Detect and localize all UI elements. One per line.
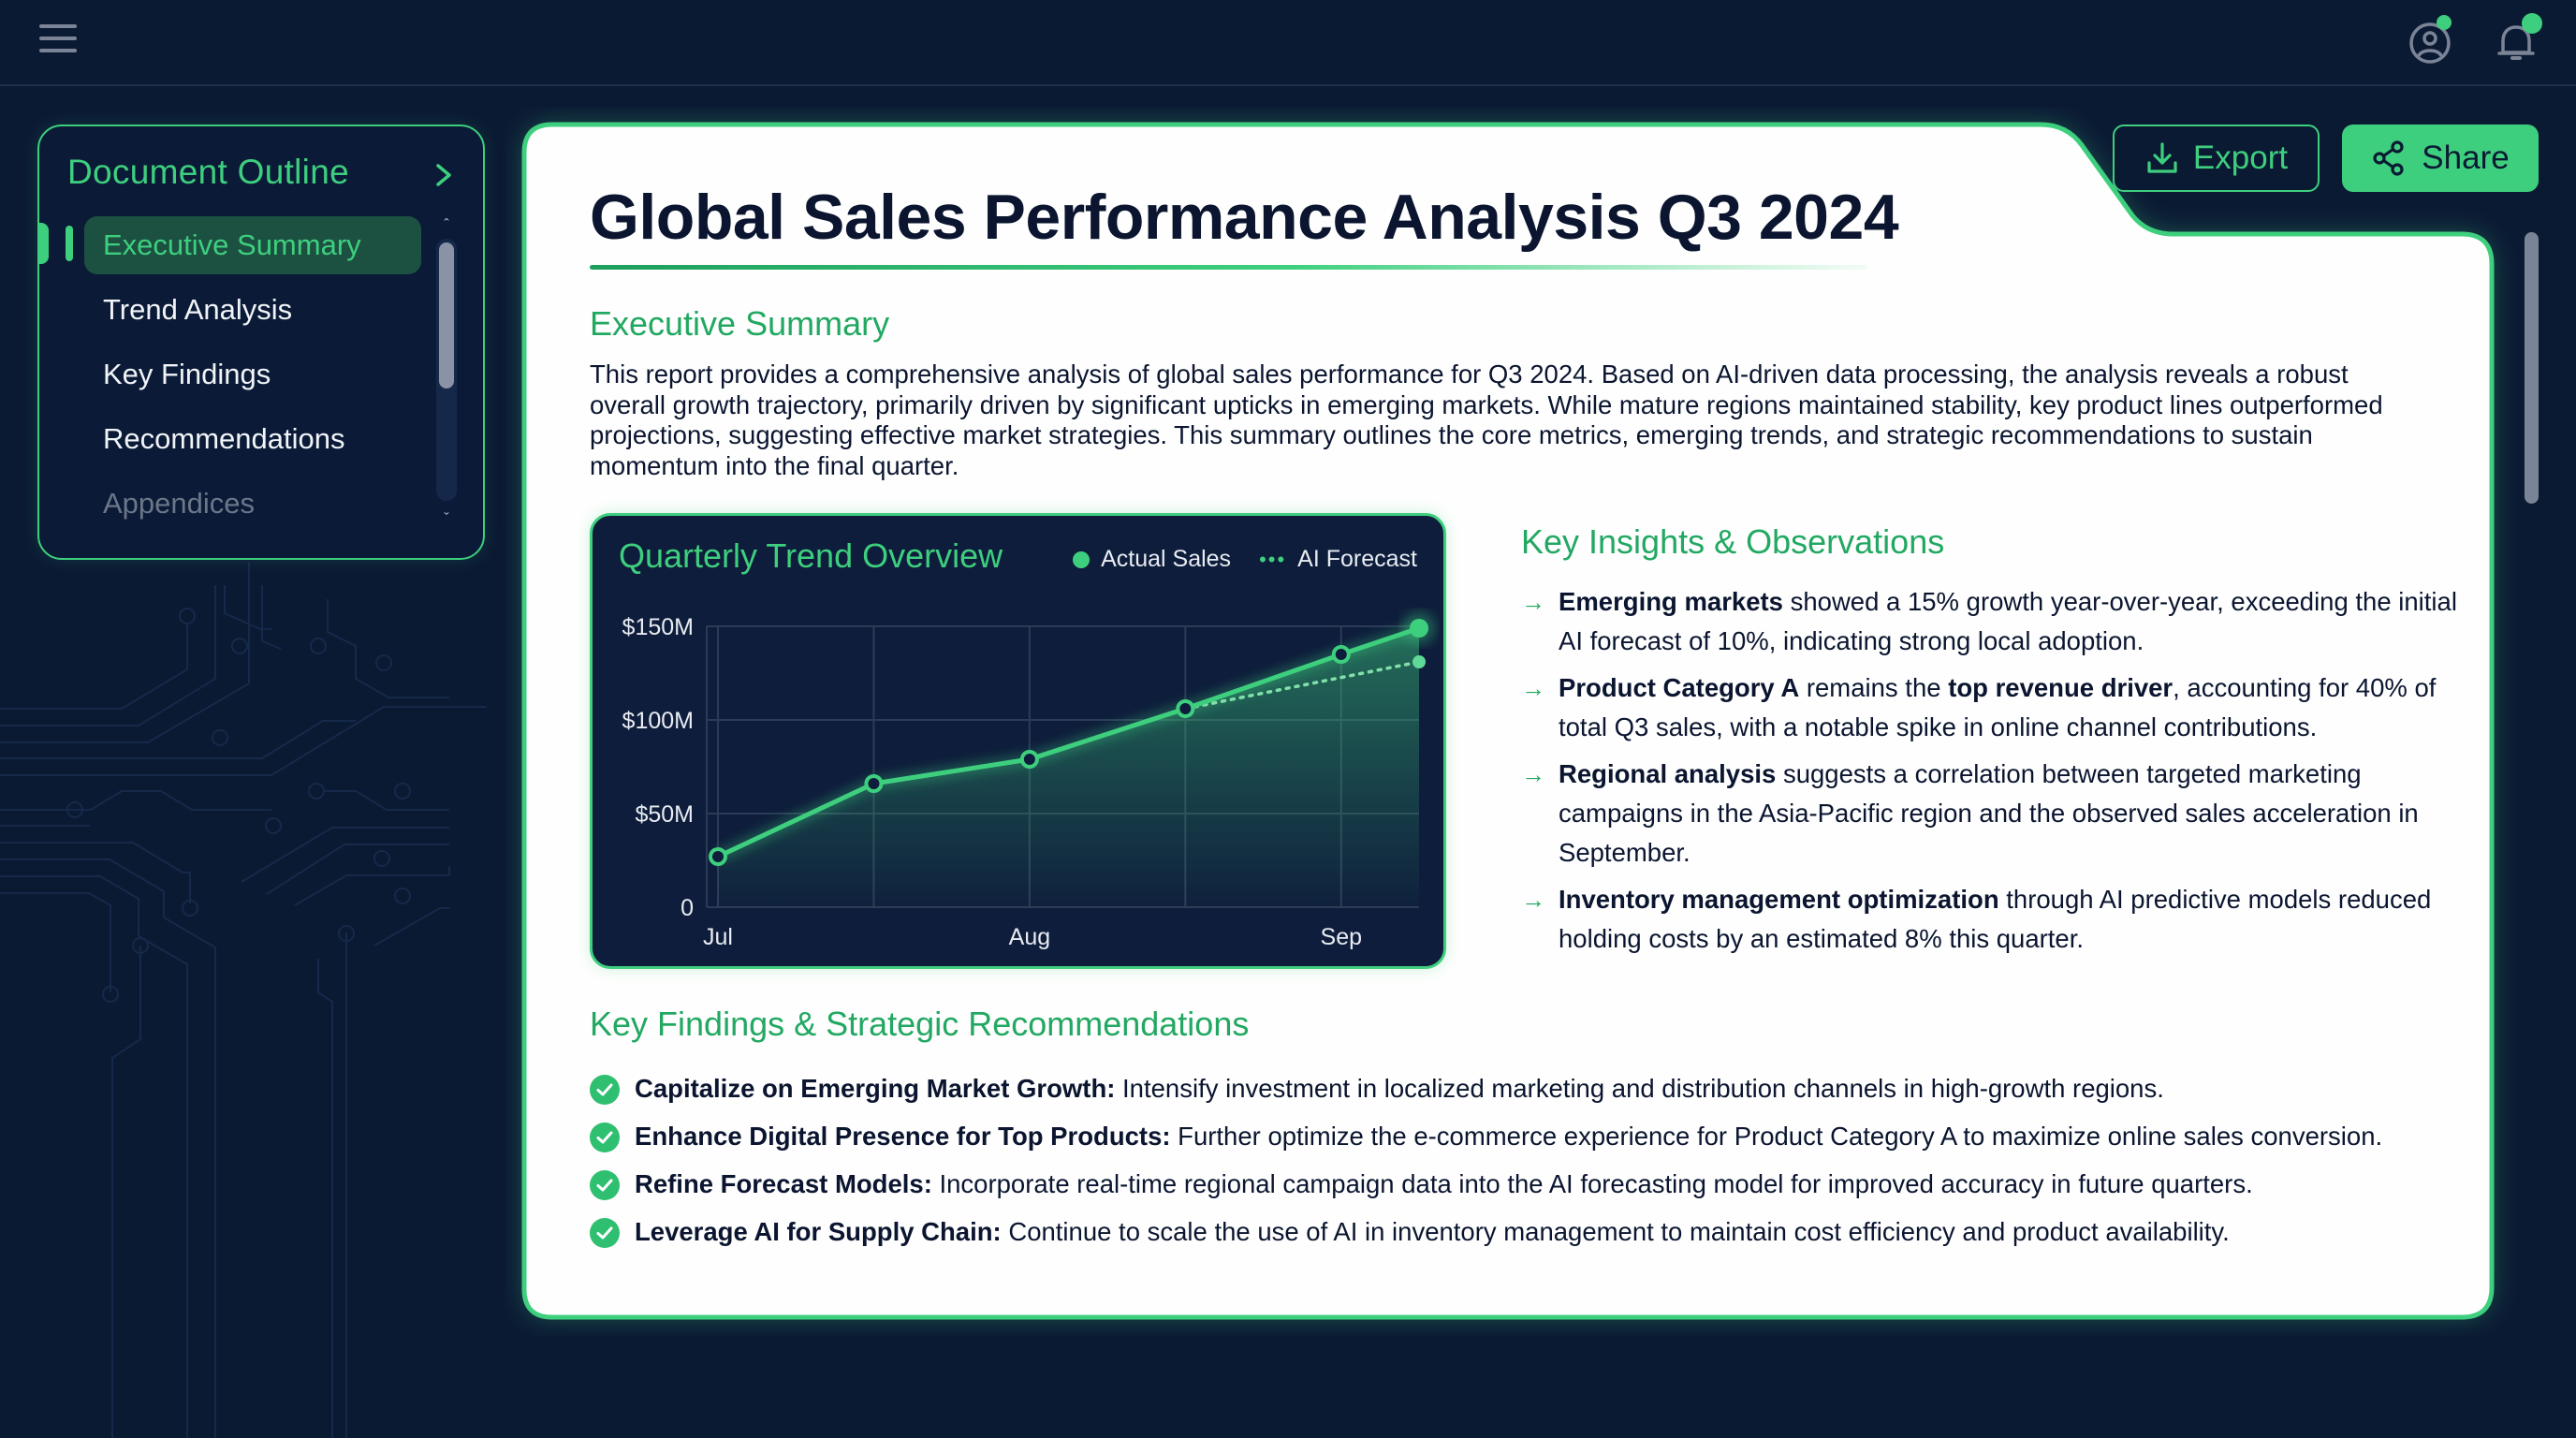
list-item: → Regional analysis suggests a correlatio… [1521,755,2457,873]
recommendation-text: Incorporate real-time regional campaign … [931,1169,2253,1198]
chart-legend: Actual Sales ••• AI Forecast [1073,546,1417,573]
top-bar [0,0,2576,86]
list-item: → Product Category A remains the top reve… [1521,668,2457,747]
legend-actual-dot-icon [1073,550,1090,568]
insight-text: suggests a correlation between targeted … [1559,759,2419,867]
list-item: → Emerging markets showed a 15% growth ye… [1521,582,2457,661]
recommendation-title: Refine Forecast Models: [635,1169,932,1198]
notification-badge [2522,13,2542,34]
recommendation-text: Intensify investment in localized market… [1115,1074,2164,1103]
insight-emphasis: Inventory management optimization [1559,885,1999,914]
list-item: → Inventory management optimization throu… [1521,880,2457,959]
insight-emphasis: Emerging markets [1559,587,1783,616]
insight-emphasis: top revenue driver [1948,673,2174,702]
executive-summary-heading: Executive Summary [590,304,890,343]
sidebar-item-trend-analysis[interactable]: Trend Analysis [103,293,293,326]
insight-emphasis: Regional analysis [1559,759,1777,788]
line-chart: 0 $50M $100M $150M Jul Aug Sep [622,611,1436,950]
insight-emphasis: Product Category A [1559,673,1800,702]
check-circle-icon [590,1170,620,1200]
insights-list: → Emerging markets showed a 15% growth ye… [1521,582,2457,966]
download-icon [2147,142,2177,173]
share-button[interactable]: Share [2342,125,2539,192]
scroll-down-icon[interactable]: ˇ [444,511,449,527]
executive-summary-text: This report provides a comprehensive ana… [590,360,2383,480]
recommendation-item: Refine Forecast Models: Incorporate real… [590,1166,2424,1213]
recommendation-title: Capitalize on Emerging Market Growth: [635,1074,1116,1103]
y-axis-tick-label: $100M [622,708,694,734]
share-label: Share [2422,139,2510,176]
x-axis-tick-label: Aug [1009,924,1050,950]
document-scrollbar[interactable] [2525,232,2539,504]
recommendations-list: Capitalize on Emerging Market Growth: In… [590,1070,2424,1261]
sidebar-item-recommendations[interactable]: Recommendations [103,422,345,455]
document-outline-panel: Document Outline Executive Summary Trend… [37,125,485,560]
x-axis-tick-label: Jul [703,924,733,950]
scroll-up-icon[interactable]: ˆ [444,217,449,233]
chart-title: Quarterly Trend Overview [619,536,1003,575]
scroll-thumb[interactable] [439,242,454,389]
recommendation-text: Further optimize the e-commerce experien… [1170,1122,2383,1151]
legend-forecast-label: AI Forecast [1297,546,1417,572]
arrow-right-icon: → [1521,760,1545,788]
y-axis-tick-label: $150M [622,614,694,640]
active-indicator-bar [66,226,73,261]
insight-text: remains the [1799,673,1949,702]
arrow-right-icon: → [1521,674,1545,702]
export-label: Export [2192,139,2289,176]
bell-icon[interactable] [2490,13,2542,67]
y-axis-tick-label: 0 [681,895,694,921]
user-profile-icon[interactable] [2404,15,2456,67]
page-title: Global Sales Performance Analysis Q3 202… [590,182,1899,253]
chevron-right-icon[interactable] [432,160,455,190]
check-circle-icon [590,1075,620,1105]
legend-forecast-dotted-icon: ••• [1259,547,1287,571]
legend-actual-label: Actual Sales [1101,546,1232,572]
recommendation-text: Continue to scale the use of AI in inven… [1001,1217,2230,1246]
user-status-dot [2437,15,2452,30]
share-icon [2373,140,2404,176]
outline-nav: Executive Summary Trend Analysis Key Fin… [84,216,421,539]
y-axis-tick-label: $50M [635,801,694,828]
check-circle-icon [590,1123,620,1152]
title-underline [590,265,1867,270]
recommendation-item: Leverage AI for Supply Chain: Continue t… [590,1213,2424,1261]
document-card [521,122,2495,1320]
arrow-right-icon: → [1521,588,1545,616]
x-axis-tick-label: Sep [1321,924,1362,950]
recommendation-title: Enhance Digital Presence for Top Product… [635,1122,1171,1151]
sidebar-item-appendices[interactable]: Appendices [103,487,256,520]
quarterly-trend-chart: 0 $50M $100M $150M Jul Aug Sep Quarterly Trend… [590,513,1446,969]
recommendation-title: Leverage AI for Supply Chain: [635,1217,1002,1246]
insight-text: showed a 15% growth year-over-year, exce… [1559,587,2457,655]
sidebar-item-executive-summary[interactable]: Executive Summary [84,216,421,274]
recommendation-item: Capitalize on Emerging Market Growth: In… [590,1070,2424,1118]
sidebar-title: Document Outline [67,153,349,191]
document-content: Global Sales Performance Analysis Q3 202… [590,125,2471,1313]
insights-heading: Key Insights & Observations [1521,522,1945,561]
active-indicator-tab [37,223,49,264]
arrow-right-icon: → [1521,886,1545,914]
recommendation-item: Enhance Digital Presence for Top Product… [590,1118,2424,1166]
hamburger-menu-icon[interactable] [39,24,77,52]
insight-text: , accounting for 40% of total Q3 sales, … [1559,673,2437,741]
sidebar-item-key-findings[interactable]: Key Findings [103,358,271,390]
recommendations-heading: Key Findings & Strategic Recommendations [590,1005,1250,1043]
sidebar-scrollbar[interactable]: ˆ ˇ [434,217,459,529]
insight-text: through AI predictive models reduced hol… [1559,885,2432,953]
check-circle-icon [590,1218,620,1248]
export-button[interactable]: Export [2113,125,2320,192]
